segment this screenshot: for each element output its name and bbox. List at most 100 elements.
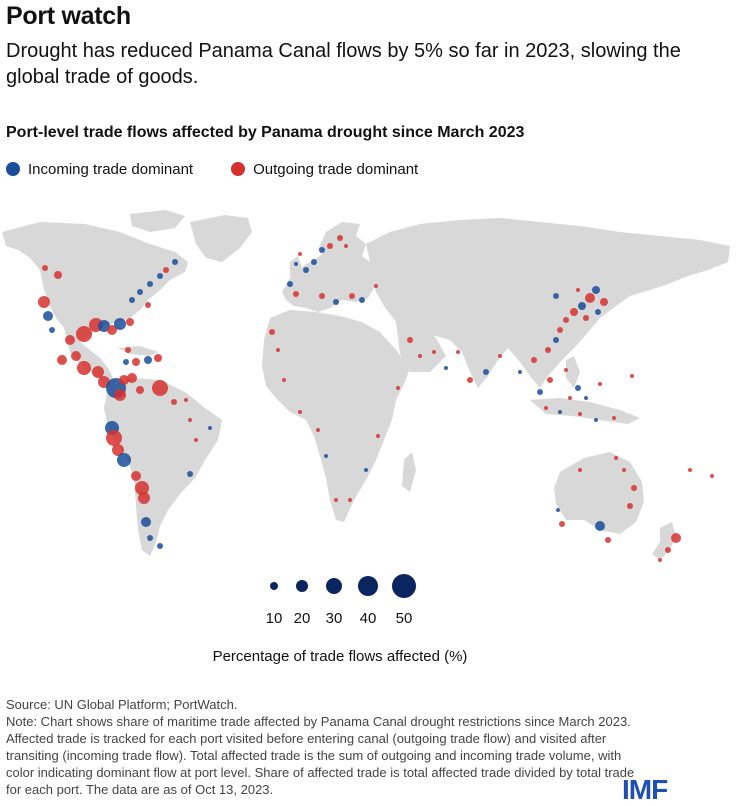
port-marker [324, 454, 328, 458]
port-marker [319, 247, 325, 253]
port-marker [376, 434, 380, 438]
asia-land [366, 218, 730, 388]
port-marker [188, 418, 192, 422]
port-marker [129, 297, 135, 303]
port-marker [564, 368, 568, 372]
port-marker [114, 318, 126, 330]
port-marker [537, 389, 543, 395]
port-marker [456, 350, 460, 354]
port-marker [112, 444, 124, 456]
port-marker [396, 386, 400, 390]
port-marker [622, 468, 626, 472]
port-marker [76, 326, 92, 342]
port-marker [553, 293, 559, 299]
port-marker [316, 428, 320, 432]
port-marker [319, 293, 325, 299]
port-marker [349, 293, 355, 299]
port-marker [337, 235, 343, 241]
size-legend-label: 40 [360, 610, 377, 627]
port-marker [557, 327, 563, 333]
port-marker [630, 374, 634, 378]
port-marker [303, 267, 309, 273]
british-isles-land [290, 256, 302, 280]
port-marker [583, 315, 589, 321]
port-marker [559, 521, 565, 527]
port-marker [531, 357, 537, 363]
port-marker [208, 426, 212, 430]
port-marker [576, 288, 580, 292]
size-legend-caption: Percentage of trade flows affected (%) [212, 648, 468, 665]
size-legend-label: 30 [326, 610, 343, 627]
port-marker [545, 347, 551, 353]
port-marker [598, 382, 602, 386]
port-marker [71, 351, 81, 361]
source-text: Source: UN Global Platform; PortWatch. [6, 697, 238, 712]
port-marker [194, 438, 198, 442]
philippines-land [566, 356, 580, 388]
port-marker [364, 468, 368, 472]
port-marker [444, 366, 448, 370]
port-marker [578, 468, 582, 472]
port-marker [145, 302, 151, 308]
port-marker [132, 358, 140, 366]
port-marker [605, 537, 611, 543]
port-marker [311, 259, 317, 265]
port-marker [187, 471, 193, 477]
port-marker [282, 378, 286, 382]
africa-land [262, 310, 410, 522]
port-marker [136, 386, 144, 394]
port-marker [595, 521, 605, 531]
madagascar-land [402, 452, 416, 492]
port-marker [154, 354, 162, 362]
port-marker [294, 262, 298, 266]
port-marker [334, 498, 338, 502]
port-marker [269, 329, 275, 335]
page-subtitle: Drought has reduced Panama Canal flows b… [6, 40, 681, 88]
port-marker [92, 366, 104, 378]
port-markers [38, 235, 714, 562]
port-marker [43, 311, 53, 321]
port-marker [658, 558, 662, 562]
port-marker [137, 289, 143, 295]
port-marker [106, 430, 122, 446]
size-legend-circle [392, 574, 416, 598]
central-america-land [64, 328, 118, 392]
port-marker [171, 399, 177, 405]
port-marker [592, 286, 600, 294]
port-marker [184, 398, 188, 402]
port-marker [575, 385, 581, 391]
port-marker [123, 359, 129, 365]
imf-logo: IMF [622, 774, 668, 805]
port-marker [688, 468, 692, 472]
port-marker [298, 252, 302, 256]
canadian-islands-land [130, 210, 185, 232]
port-marker [665, 547, 671, 553]
south-america-land [104, 378, 222, 556]
incoming-dot-icon [6, 162, 20, 176]
legend-label-outgoing: Outgoing trade dominant [253, 160, 419, 178]
port-marker [157, 543, 163, 549]
port-marker [54, 271, 62, 279]
port-marker [117, 453, 131, 467]
port-marker [333, 299, 339, 305]
port-marker [287, 281, 293, 287]
port-marker [127, 373, 137, 383]
port-marker [344, 244, 348, 248]
port-marker [612, 416, 616, 420]
port-marker [578, 302, 586, 310]
greenland-land [190, 215, 252, 262]
port-marker [584, 396, 588, 400]
footnote: Source: UN Global Platform; PortWatch. N… [6, 696, 646, 798]
port-marker [594, 418, 598, 422]
port-marker [585, 293, 595, 303]
port-marker [498, 354, 502, 358]
port-marker [570, 308, 578, 316]
arabia-land [396, 322, 446, 372]
map-title: Port-level trade flows affected by Panam… [6, 124, 525, 141]
port-marker [77, 361, 91, 375]
port-marker [147, 281, 153, 287]
port-marker [348, 498, 352, 502]
port-marker [327, 243, 333, 249]
port-marker [710, 474, 714, 478]
port-marker [600, 298, 608, 306]
